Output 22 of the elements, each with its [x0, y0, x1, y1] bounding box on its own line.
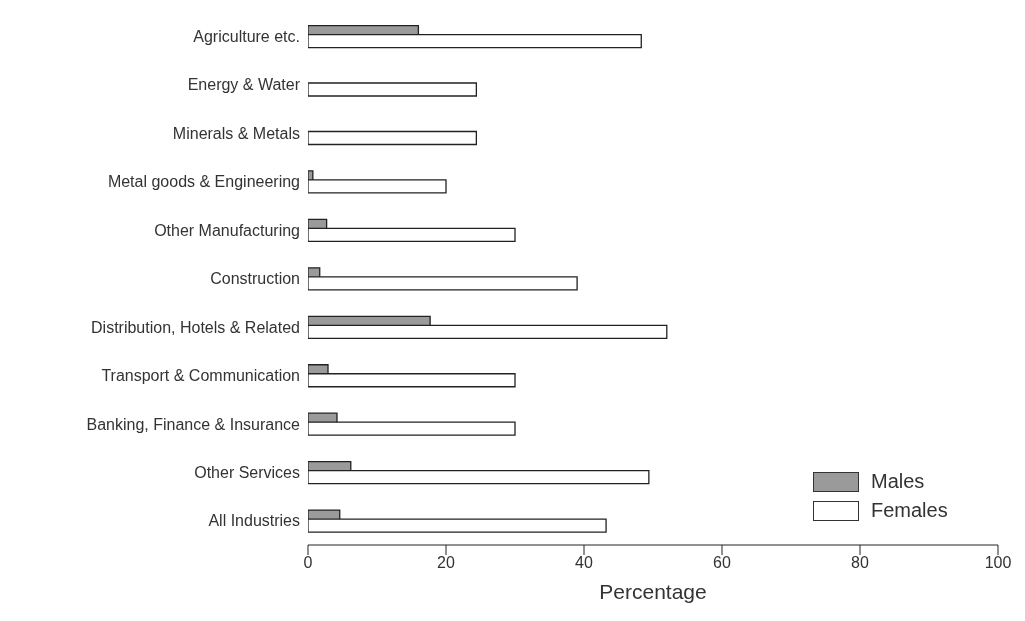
text: Females — [871, 499, 948, 522]
bar — [308, 82, 478, 97]
y-tick-label: Minerals & Metals — [172, 124, 300, 142]
bar — [308, 130, 478, 146]
y-tick-label: Banking, Finance & Insurance — [86, 415, 301, 433]
x-tick-label: 40 — [575, 554, 593, 572]
y-tick-label: Distribution, Hotels & Related — [91, 318, 300, 336]
legend-label: Males — [871, 470, 925, 493]
y-tick-label: Other Manufacturing — [154, 221, 300, 239]
y-tick-label: Metal goods & Engineering — [107, 173, 300, 191]
x-tick-label: 100 — [984, 554, 1012, 572]
y-tick-label: Agriculture etc. — [193, 27, 300, 45]
y-tick-label: All Industries — [208, 512, 300, 530]
x-tick-label: 80 — [851, 554, 869, 572]
y-tick-label: Energy & Water — [187, 76, 301, 94]
x-axis-title: Percentage — [599, 580, 707, 603]
x-tick-label: 60 — [713, 554, 731, 572]
x-tick-label: 0 — [303, 554, 313, 572]
y-tick-label: Other Services — [194, 464, 300, 481]
x-tick-label: 20 — [437, 554, 455, 572]
y-tick-label: Construction — [210, 270, 300, 288]
y-tick-label: Transport & Communication — [101, 367, 300, 385]
